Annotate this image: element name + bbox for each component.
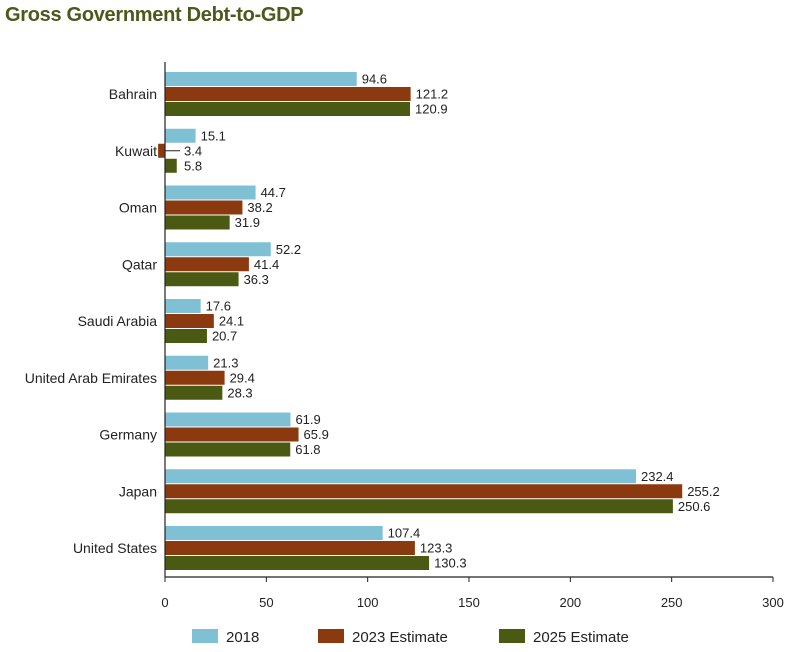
value-label: 3.4 xyxy=(184,143,202,158)
value-label: 107.4 xyxy=(388,526,421,541)
value-label: 255.2 xyxy=(687,484,720,499)
value-label: 21.3 xyxy=(213,355,238,370)
value-label: 15.1 xyxy=(201,128,226,143)
bar-kuwait-series-0 xyxy=(165,128,196,143)
bar-saudi-arabia-series-1 xyxy=(165,314,214,328)
value-label: 31.9 xyxy=(235,215,260,230)
legend-label: 2025 Estimate xyxy=(533,629,629,646)
value-label: 123.3 xyxy=(420,541,453,556)
bar-qatar-series-0 xyxy=(165,242,271,257)
value-label: 130.3 xyxy=(434,556,467,571)
bar-bahrain-series-0 xyxy=(165,72,357,86)
bar-saudi-arabia-series-0 xyxy=(165,299,201,313)
x-tick-label: 250 xyxy=(661,595,683,610)
legend-swatch-0 xyxy=(192,629,218,643)
value-label: 120.9 xyxy=(415,102,448,117)
category-label: Bahrain xyxy=(109,86,157,102)
legend-label: 2023 Estimate xyxy=(352,629,448,646)
bar-oman-series-2 xyxy=(165,215,230,230)
bar-germany-series-2 xyxy=(165,442,291,457)
chart-title: Gross Government Debt-to-GDP xyxy=(5,4,304,26)
value-label: 61.9 xyxy=(295,412,320,427)
value-label: 5.8 xyxy=(184,158,202,173)
bar-oman-series-1 xyxy=(165,200,243,215)
value-label: 94.6 xyxy=(362,72,387,87)
bar-united-arab-emirates-series-0 xyxy=(165,355,209,370)
category-label: United Arab Emirates xyxy=(25,370,157,386)
value-label: 232.4 xyxy=(641,469,674,484)
bar-japan-series-2 xyxy=(165,499,673,514)
bar-oman-series-0 xyxy=(165,185,256,200)
category-label: Germany xyxy=(99,427,157,443)
value-label: 20.7 xyxy=(212,329,237,344)
x-tick-label: 100 xyxy=(357,595,379,610)
legend-swatch-1 xyxy=(318,629,344,643)
value-label: 29.4 xyxy=(230,370,255,385)
bar-kuwait-series-1 xyxy=(158,143,165,158)
legend-label: 2018 xyxy=(226,629,259,646)
x-tick-label: 50 xyxy=(259,595,273,610)
bar-united-states-series-2 xyxy=(165,556,430,570)
bar-bahrain-series-1 xyxy=(165,87,411,101)
x-tick-label: 300 xyxy=(762,595,784,610)
bar-germany-series-0 xyxy=(165,412,291,427)
value-label: 36.3 xyxy=(244,272,269,287)
x-tick-label: 150 xyxy=(458,595,480,610)
bar-united-arab-emirates-series-1 xyxy=(165,370,225,385)
category-label: Japan xyxy=(119,483,157,499)
bar-bahrain-series-2 xyxy=(165,102,411,116)
bar-united-states-series-1 xyxy=(165,541,415,555)
value-label: 38.2 xyxy=(247,200,272,215)
legend-swatch-2 xyxy=(499,629,525,643)
bar-japan-series-0 xyxy=(165,469,636,484)
x-tick-label: 0 xyxy=(161,595,168,610)
value-label: 61.8 xyxy=(295,442,320,457)
bar-united-arab-emirates-series-2 xyxy=(165,385,223,400)
value-label: 24.1 xyxy=(219,314,244,329)
category-label: Oman xyxy=(119,200,157,216)
bar-qatar-series-2 xyxy=(165,272,239,287)
value-label: 17.6 xyxy=(206,299,231,314)
bar-germany-series-1 xyxy=(165,427,299,442)
bar-kuwait-series-2 xyxy=(165,158,177,173)
bar-saudi-arabia-series-2 xyxy=(165,329,207,343)
value-label: 52.2 xyxy=(276,242,301,257)
value-label: 121.2 xyxy=(416,87,449,102)
value-label: 28.3 xyxy=(227,385,252,400)
value-label: 250.6 xyxy=(678,499,711,514)
value-label: 65.9 xyxy=(304,427,329,442)
category-label: United States xyxy=(73,540,157,556)
category-label: Kuwait xyxy=(115,143,157,159)
value-label: 41.4 xyxy=(254,257,279,272)
category-label: Qatar xyxy=(122,256,157,272)
value-label: 44.7 xyxy=(261,185,286,200)
x-tick-label: 200 xyxy=(559,595,581,610)
bar-qatar-series-1 xyxy=(165,257,249,272)
bar-japan-series-1 xyxy=(165,484,683,499)
bar-united-states-series-0 xyxy=(165,526,383,540)
category-label: Saudi Arabia xyxy=(78,313,158,329)
